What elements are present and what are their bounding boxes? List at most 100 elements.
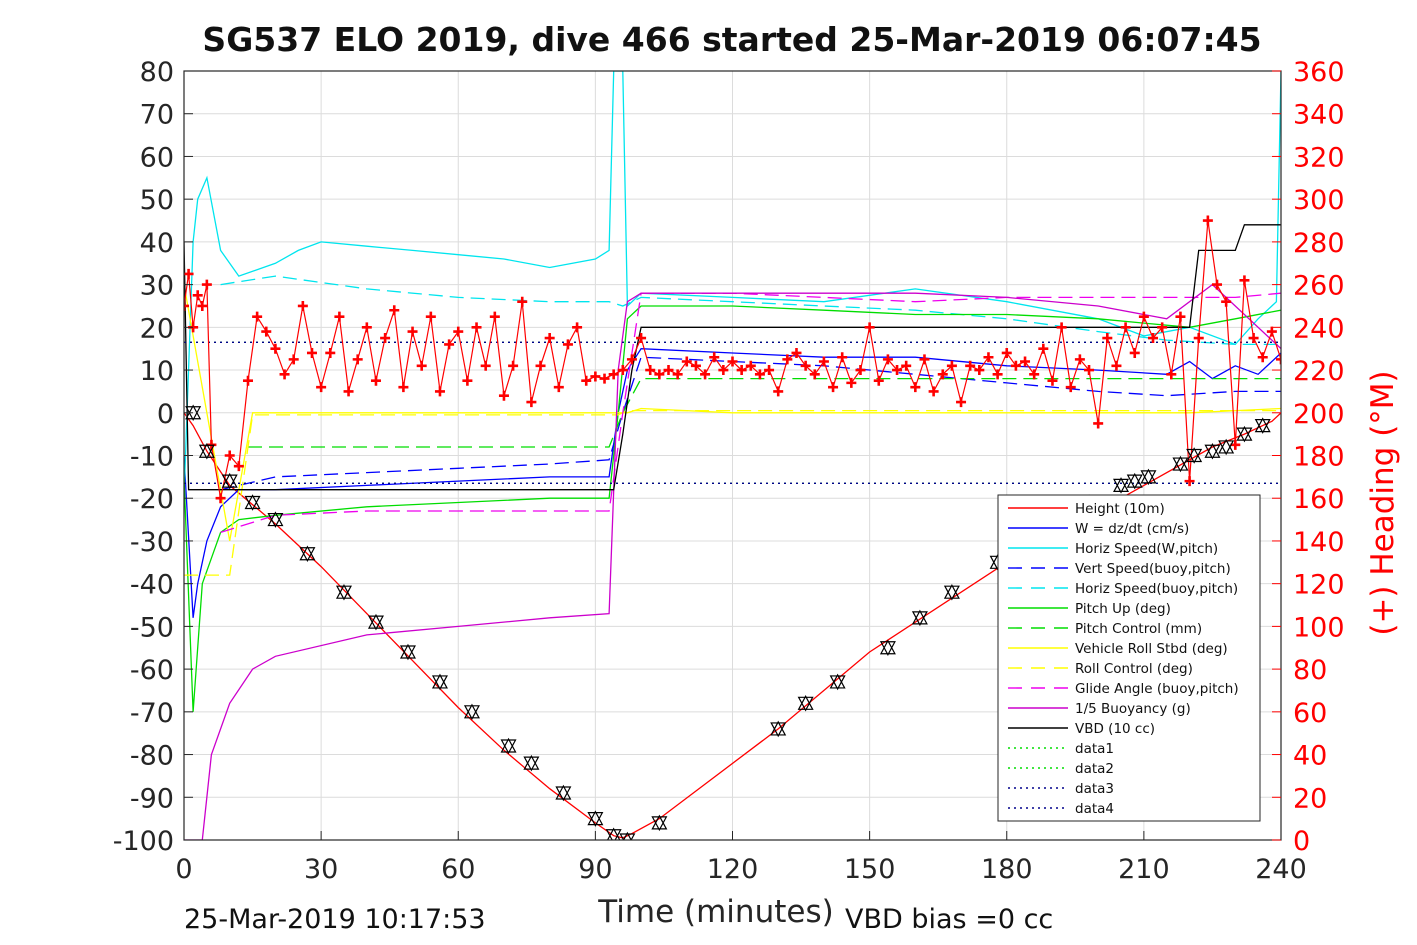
right-tick-label: 100 <box>1293 612 1345 643</box>
left-tick-label: 30 <box>140 271 174 302</box>
heading-point <box>617 365 628 376</box>
heading-point <box>645 365 656 376</box>
legend-label: Vehicle Roll Stbd (deg) <box>1075 641 1228 657</box>
heading-point <box>946 360 957 371</box>
heading-point <box>184 268 194 279</box>
heading-point <box>562 339 573 350</box>
series-line-11 <box>184 224 1281 491</box>
heading-point <box>553 382 564 393</box>
legend-label: Glide Angle (buoy,pitch) <box>1075 681 1239 697</box>
heading-point <box>654 369 665 380</box>
heading-point <box>544 333 555 344</box>
heading-point <box>1276 354 1281 365</box>
dive-marker <box>463 703 480 721</box>
heading-point <box>306 347 317 358</box>
heading-point <box>773 386 784 397</box>
heading-point <box>1084 365 1095 376</box>
heading-point <box>398 382 409 393</box>
dive-marker <box>500 737 517 755</box>
right-tick-label: 80 <box>1293 655 1327 686</box>
dive-marker <box>797 695 814 712</box>
dive-marker <box>267 511 284 528</box>
dive-marker <box>1218 438 1235 456</box>
legend-label: data1 <box>1075 741 1114 757</box>
series-line-6 <box>248 377 1281 448</box>
dive-marker <box>221 472 238 490</box>
series-line-8 <box>184 409 1281 576</box>
heading-point <box>224 450 235 461</box>
dive-marker <box>943 583 960 601</box>
heading-point <box>288 354 299 365</box>
heading-point <box>389 305 400 316</box>
heading-point <box>334 311 345 322</box>
legend-label: Pitch Up (deg) <box>1075 601 1171 617</box>
heading-point <box>370 375 381 386</box>
right-tick-label: 140 <box>1293 527 1345 558</box>
right-tick-label: 20 <box>1293 783 1327 814</box>
left-tick-label: -90 <box>130 783 174 814</box>
dive-marker <box>1172 455 1189 473</box>
heading-point <box>1266 326 1277 337</box>
heading-point <box>444 339 455 350</box>
heading-point <box>572 322 583 333</box>
dive-marker <box>1204 442 1221 460</box>
heading-point <box>242 375 253 386</box>
left-tick-label: 50 <box>140 185 174 216</box>
heading-point <box>1074 354 1085 365</box>
heading-point <box>974 365 985 376</box>
dive-marker <box>523 754 540 772</box>
dive-marker <box>911 609 928 627</box>
heading-point <box>956 397 967 408</box>
dive-marker <box>879 639 896 657</box>
x-tick-label: 0 <box>175 854 192 885</box>
heading-point <box>1056 322 1067 333</box>
heading-point <box>1248 333 1259 344</box>
x-axis-label: Time (minutes) <box>597 894 833 930</box>
right-tick-label: 160 <box>1293 484 1345 515</box>
right-axis-ticks: 3603403203002802602402202001801601401201… <box>1272 57 1345 857</box>
left-tick-label: -80 <box>130 741 174 772</box>
dive-marker <box>1236 425 1253 443</box>
dive-marker <box>555 784 572 802</box>
heading-point <box>791 347 802 358</box>
heading-point <box>1138 311 1149 322</box>
heading-point <box>846 377 857 388</box>
heading-point <box>608 369 619 380</box>
heading-line <box>184 220 1281 499</box>
heading-point <box>416 360 427 371</box>
heading-point <box>184 300 189 311</box>
legend-label: 1/5 Buoyancy (g) <box>1075 701 1191 717</box>
dive-marker <box>367 613 384 631</box>
heading-point <box>434 386 445 397</box>
heading-point <box>709 352 720 363</box>
dive-marker <box>1113 477 1130 494</box>
dive-marker <box>244 494 261 511</box>
heading-point <box>1065 382 1076 393</box>
heading-point <box>1120 322 1131 333</box>
heading-point <box>1239 275 1250 286</box>
left-tick-label: 10 <box>140 356 174 387</box>
right-tick-label: 60 <box>1293 698 1327 729</box>
heading-point <box>343 386 354 397</box>
heading-point <box>526 397 537 408</box>
legend-label: Horiz Speed(buoy,pitch) <box>1075 581 1238 597</box>
dive-marker <box>587 810 604 827</box>
heading-point <box>736 365 747 376</box>
heading-point <box>453 326 464 337</box>
heading-point <box>937 369 948 380</box>
heading-point <box>1111 360 1122 371</box>
dive-marker <box>198 442 215 460</box>
heading-point <box>928 386 939 397</box>
left-tick-label: -40 <box>130 570 174 601</box>
heading-point <box>1020 356 1031 367</box>
heading-point <box>672 369 683 380</box>
left-axis-ticks: 80 70 60 50 40 30 20 10 0 -10 -20 -30 -40 -50 -60 -70 -8… <box>113 57 193 857</box>
series-line-3 <box>220 356 1281 491</box>
left-tick-label: 80 <box>140 57 174 88</box>
dive-marker <box>431 673 448 691</box>
right-axis-label: (+) Heading (°M) <box>1365 370 1401 635</box>
heading-point <box>517 296 528 307</box>
right-tick-label: 240 <box>1293 313 1345 344</box>
right-tick-label: 40 <box>1293 741 1327 772</box>
